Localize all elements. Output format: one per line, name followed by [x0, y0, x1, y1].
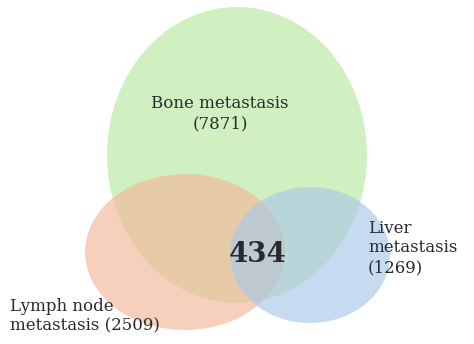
Text: Bone metastasis: Bone metastasis [151, 95, 289, 112]
Text: Lymph node
metastasis (2509): Lymph node metastasis (2509) [10, 298, 160, 335]
Text: Liver
metastasis
(1269): Liver metastasis (1269) [368, 220, 457, 276]
Ellipse shape [230, 187, 390, 323]
Ellipse shape [107, 7, 367, 303]
Text: (7871): (7871) [192, 115, 248, 132]
Ellipse shape [85, 174, 285, 330]
Text: 434: 434 [229, 241, 287, 269]
